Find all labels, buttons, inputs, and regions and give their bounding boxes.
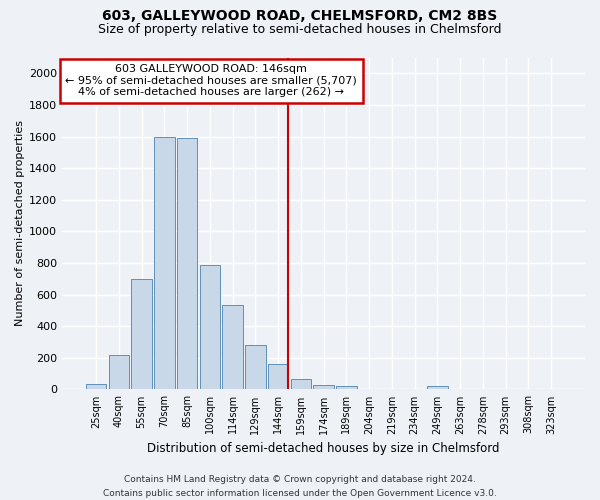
Bar	[336, 386, 356, 390]
Text: 603, GALLEYWOOD ROAD, CHELMSFORD, CM2 8BS: 603, GALLEYWOOD ROAD, CHELMSFORD, CM2 8B…	[103, 9, 497, 23]
Bar	[131, 279, 152, 390]
Bar	[245, 345, 266, 390]
Bar	[290, 379, 311, 390]
Bar	[86, 384, 106, 390]
Bar	[268, 364, 289, 390]
Bar	[177, 138, 197, 390]
Bar	[427, 386, 448, 390]
Bar	[313, 384, 334, 390]
Bar	[200, 266, 220, 390]
Bar	[223, 305, 243, 390]
Bar	[109, 356, 129, 390]
Text: Size of property relative to semi-detached houses in Chelmsford: Size of property relative to semi-detach…	[98, 22, 502, 36]
Text: 603 GALLEYWOOD ROAD: 146sqm
← 95% of semi-detached houses are smaller (5,707)
4%: 603 GALLEYWOOD ROAD: 146sqm ← 95% of sem…	[65, 64, 357, 98]
Y-axis label: Number of semi-detached properties: Number of semi-detached properties	[15, 120, 25, 326]
Text: Contains HM Land Registry data © Crown copyright and database right 2024.
Contai: Contains HM Land Registry data © Crown c…	[103, 476, 497, 498]
X-axis label: Distribution of semi-detached houses by size in Chelmsford: Distribution of semi-detached houses by …	[148, 442, 500, 455]
Bar	[154, 136, 175, 390]
Bar	[359, 388, 379, 390]
